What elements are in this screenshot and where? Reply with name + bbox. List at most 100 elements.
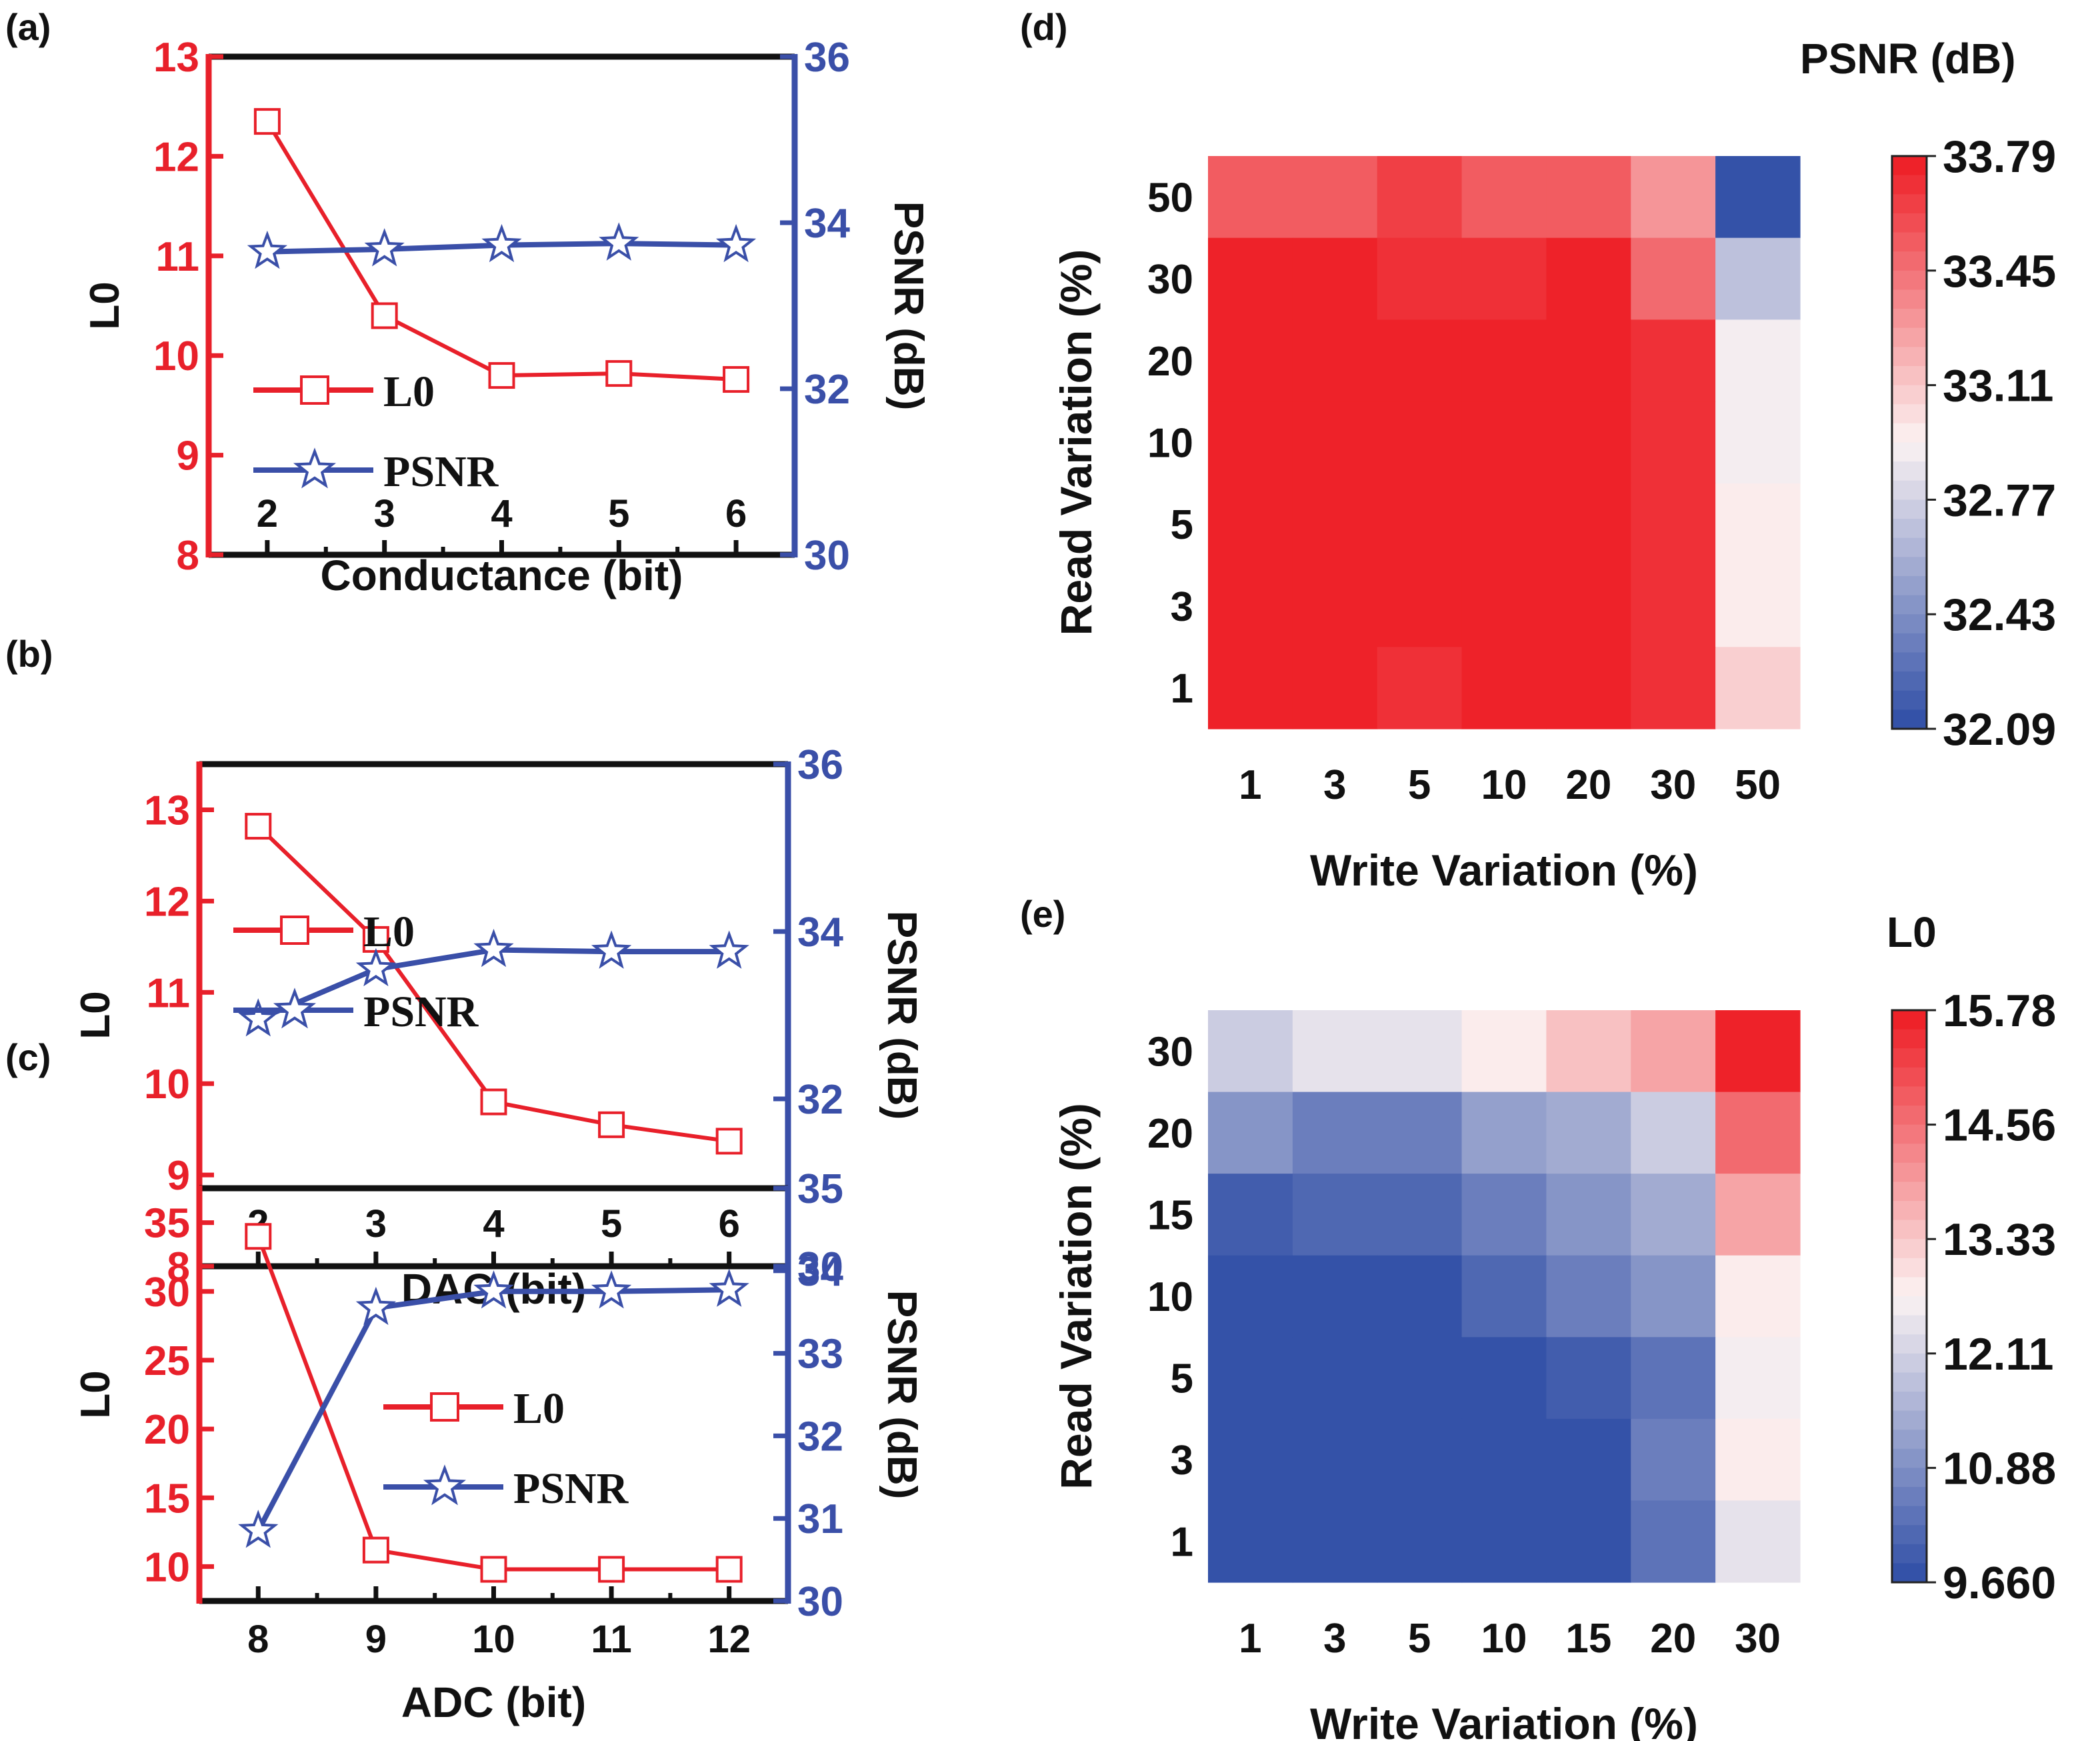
heatmap-cell [1715, 647, 1801, 729]
colorbar-segment [1892, 251, 1927, 271]
right-y-tick-label: 32 [797, 1077, 843, 1123]
x-tick-label: 1 [1239, 762, 1261, 808]
l0-data-point [371, 302, 398, 329]
colorbar-frame [1891, 155, 1928, 730]
heatmap-cell [1461, 156, 1547, 239]
colorbar-segment [1892, 327, 1927, 347]
colorbar-segment [1892, 1563, 1927, 1583]
right-y-tick-label: 32 [804, 367, 850, 413]
heatmap-cell [1292, 1255, 1378, 1338]
heatmap-cell [1715, 1500, 1801, 1583]
x-tick-label: 3 [1323, 1616, 1346, 1662]
psnr-data-point [709, 930, 749, 969]
heatmap-cell [1631, 1092, 1716, 1174]
x-tick-label: 3 [1323, 762, 1346, 808]
colorbar-segment [1892, 1067, 1927, 1087]
heatmap-cell [1208, 1174, 1293, 1256]
heatmap-cell [1631, 1337, 1716, 1420]
left-y-tick-label: 10 [144, 1062, 190, 1108]
legend-square-icon [280, 916, 309, 945]
heatmap-cell [1546, 647, 1631, 729]
heatmap-cell [1546, 1418, 1631, 1502]
colorbar-segment [1892, 1506, 1927, 1526]
colorbar-segment [1892, 1220, 1927, 1240]
colorbar-segment [1892, 270, 1927, 291]
colorbar-segment [1892, 461, 1927, 481]
right-y-tick-label: 34 [797, 910, 843, 956]
right-y-tick-label: 30 [797, 1244, 843, 1290]
heatmap-cell [1461, 1337, 1547, 1420]
psnr-data-point [247, 230, 288, 269]
heatmap-cell [1292, 401, 1378, 484]
heatmap-cell [1461, 237, 1547, 321]
left-y-tick-label: 9 [167, 1153, 190, 1199]
colorbar-segment [1892, 1410, 1927, 1430]
colorbar-segment [1892, 1334, 1927, 1354]
x-axis-title: ADC (bit) [401, 1678, 586, 1726]
y-tick-label: 10 [1147, 1274, 1193, 1320]
colorbar-segment [1892, 652, 1927, 672]
heatmap-cell [1377, 483, 1463, 566]
x-tick-label: 4 [491, 492, 512, 535]
left-y-tick-label: 11 [155, 234, 199, 280]
heatmap-cell [1631, 565, 1716, 647]
colorbar-segment [1892, 194, 1927, 214]
heatmap-cell [1208, 1092, 1293, 1174]
left-y-tick-label: 35 [144, 1201, 190, 1247]
y-tick-label: 5 [1171, 1356, 1193, 1402]
left-y-tick-label: 11 [146, 970, 190, 1016]
x-tick-label: 1 [1239, 1616, 1261, 1662]
heatmap-cell [1631, 647, 1716, 729]
psnr-data-point [355, 1286, 397, 1326]
colorbar-segment [1892, 404, 1927, 424]
heatmap-cell [1546, 319, 1631, 402]
heatmap-cell [1208, 565, 1293, 647]
x-tick-label: 3 [365, 1202, 387, 1246]
colorbar-segment [1892, 633, 1927, 653]
colorbar-segment [1892, 690, 1927, 710]
legend-label: PSNR [513, 1464, 629, 1513]
heatmap-cell [1461, 1500, 1547, 1583]
heatmap-cell [1461, 565, 1547, 647]
right-y-tick-label: 32 [797, 1414, 843, 1460]
l0-data-point [598, 1111, 625, 1138]
colorbar-segment [1892, 232, 1927, 252]
right-y-tick-label: 36 [797, 742, 843, 788]
colorbar-segment [1892, 1430, 1927, 1450]
x-tick-label: 10 [1481, 762, 1527, 808]
right-y-tick-label: 34 [804, 201, 850, 247]
l0-data-point [480, 1088, 507, 1116]
x-tick-label: 15 [1565, 1616, 1611, 1662]
right-y-tick-label: 30 [797, 1579, 843, 1625]
x-tick-label: 8 [247, 1618, 269, 1661]
heatmap-cell [1292, 319, 1378, 402]
colorbar-segment [1892, 595, 1927, 615]
heatmap-cell [1377, 1092, 1463, 1174]
right-axis-title: PSNR (dB) [885, 201, 931, 410]
heatmap-cell [1461, 401, 1547, 484]
heatmap-cell [1461, 1418, 1547, 1502]
colorbar-segment [1892, 1448, 1927, 1468]
heatmap-cell [1377, 1010, 1463, 1093]
y-tick-label: 20 [1147, 1111, 1193, 1157]
heatmap-cell [1631, 483, 1716, 566]
left-y-tick-label: 12 [144, 879, 190, 925]
panel-label-d: (d) [1020, 6, 1068, 48]
colorbar-segment [1892, 1106, 1927, 1126]
right-y-tick-label: 30 [804, 533, 850, 579]
y-axis-title: Read Variation (%) [1051, 1103, 1101, 1489]
right-axis-title: PSNR (dB) [879, 1290, 925, 1499]
heatmap-cell [1546, 1500, 1631, 1583]
y-tick-label: 20 [1147, 339, 1193, 385]
left-y-tick-label: 20 [144, 1407, 190, 1453]
heatmap-cell [1715, 1337, 1801, 1420]
colorbar-segment [1892, 1010, 1927, 1030]
x-tick-label: 5 [1408, 762, 1431, 808]
right-y-tick-label: 35 [797, 1166, 843, 1212]
heatmap-cell [1292, 565, 1378, 647]
colorbar-segment [1892, 709, 1927, 729]
left-axis-title: L0 [73, 991, 119, 1039]
colorbar-segment [1892, 156, 1927, 176]
heatmap-cell [1546, 237, 1631, 321]
